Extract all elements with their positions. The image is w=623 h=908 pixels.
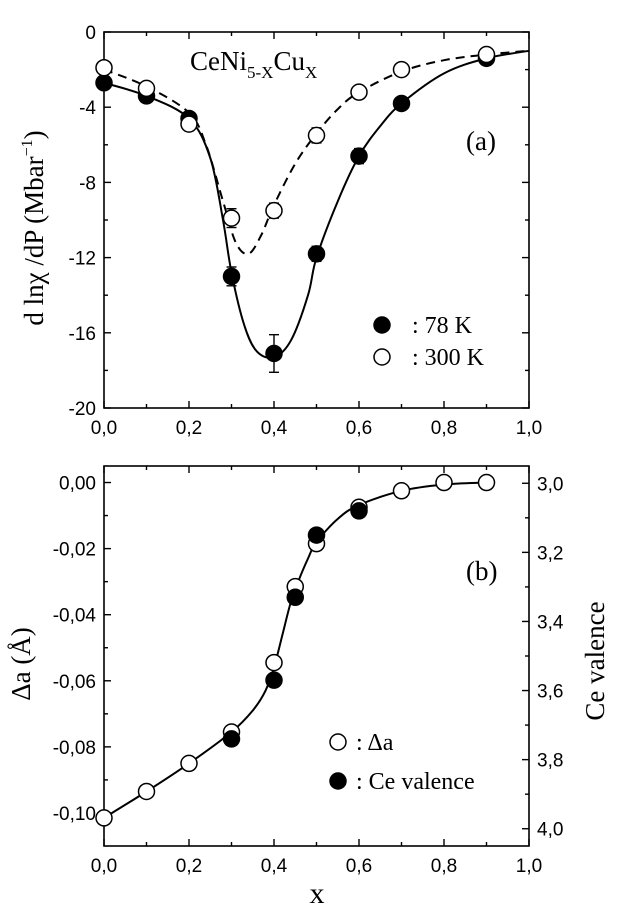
panel-a-y-tick-label: -12 (69, 249, 96, 270)
panel-a-y-tick-label: -4 (79, 98, 96, 119)
data-point-78k (222, 267, 241, 286)
panel-b-legend: : Δa : Ce valence (329, 730, 475, 795)
panel-b-right-y-tick-label: 3,0 (537, 474, 563, 495)
data-point-300k (392, 60, 411, 79)
data-point-delta-a (265, 653, 283, 672)
panel-b-right-y-axis-label: Ce valence (580, 601, 610, 720)
data-point-300k (350, 83, 368, 101)
panel-b-x-tick-label: 1,0 (516, 856, 542, 877)
data-point-300k (477, 45, 496, 64)
panel-a-x-tick-label: 0,2 (176, 418, 202, 439)
data-point-ce-valence (307, 526, 326, 544)
panel-b-right-y-tick-label: 4,0 (537, 820, 563, 841)
fit-curve-delta-a (103, 481, 487, 819)
data-point-ce-valence (350, 502, 368, 520)
panel-a-label: (a) (466, 126, 496, 156)
panel-a-y-tick-label: -16 (69, 324, 96, 345)
panel-b-y-axis-label: Δa (Å) (6, 627, 36, 701)
panel-b-y-ticks: 0,00 -0,02 -0,04 -0,06 -0,08 -0,10 (53, 474, 111, 825)
title-ce-ni: CeNi (190, 46, 247, 76)
data-point-78k (307, 245, 326, 263)
panel-b-y-tick-label: -0,08 (53, 738, 96, 759)
panel-b-y-tick-label: -0,04 (53, 606, 97, 627)
legend-delta-a-label: : Δa (356, 730, 394, 756)
data-point-300k (95, 58, 113, 77)
panel-b-x-tick-label: 0,0 (91, 856, 117, 877)
panel-a-y-tick-label: 0 (85, 23, 96, 44)
panel-b-x-axis-label: x (310, 877, 325, 908)
panel-b-x-tick-label: 0,2 (176, 856, 202, 877)
data-point-300k (180, 115, 198, 133)
data-point-ce-valence (222, 730, 241, 748)
data-point-300k (222, 209, 241, 227)
data-point-78k (350, 147, 368, 165)
ylabel-main: d lnχ /dP (Mbar (19, 156, 49, 325)
panel-a-data-points (95, 45, 496, 373)
title-sub-5x: 5-X (247, 63, 273, 82)
panel-a-x-tick-label: 0,4 (261, 418, 288, 439)
panel-b-right-y-tick-label: 3,6 (537, 682, 563, 703)
data-point-delta-a (477, 473, 496, 492)
panel-b-data-points (95, 473, 496, 827)
panel-b-right-y-tick-label: 3,8 (537, 751, 563, 772)
legend-300k-marker (373, 348, 391, 366)
panel-a-y-axis-label: d lnχ /dP (Mbar−1) (19, 130, 49, 325)
data-point-300k (307, 126, 326, 145)
panel-a-title: CeNi5-XCuX (190, 46, 317, 82)
title-cu: Cu (273, 46, 305, 76)
panel-b-label: (b) (466, 556, 497, 586)
data-point-delta-a (180, 754, 198, 773)
data-point-78k (265, 344, 283, 363)
data-point-300k (137, 79, 156, 98)
data-point-delta-a (392, 482, 411, 500)
panel-b-x-tick-label: 0,8 (431, 856, 457, 877)
panel-b: 0,0 0,2 0,4 0,6 0,8 1,0 0,00 -0,02 -0,04 -0,06 -0… (6, 465, 610, 908)
panel-a-x-tick-label: 0,0 (91, 418, 117, 439)
data-point-delta-a (137, 782, 156, 801)
data-point-delta-a (95, 809, 113, 827)
panel-a-fit-curves (103, 49, 530, 359)
panel-a-y-tick-label: -20 (69, 399, 96, 420)
panel-a-legend: : 78 K : 300 K (373, 313, 485, 371)
ylabel-close: ) (19, 130, 49, 139)
panel-a: 0,0 0,2 0,4 0,6 0,8 1,0 0 -4 -8 -12 -16 -20 CeNi5-… (19, 23, 542, 439)
legend-delta-a-marker (329, 733, 347, 751)
legend-ce-valence-marker (329, 772, 347, 790)
data-point-ce-valence (265, 671, 283, 689)
panel-b-fit-curve (103, 481, 487, 819)
title-sub-x: X (305, 63, 317, 82)
panel-b-right-y-ticks: 3,0 3,2 3,4 3,6 3,8 4,0 (522, 474, 564, 841)
data-point-delta-a (435, 473, 453, 492)
data-point-ce-valence (286, 588, 304, 607)
panel-b-y-tick-label: -0,10 (53, 804, 96, 825)
panel-b-x-ticks: 0,0 0,2 0,4 0,6 0,8 1,0 (91, 466, 542, 877)
panel-b-y-tick-label: -0,06 (53, 672, 96, 693)
panel-a-y-ticks: 0 -4 -8 -12 -16 -20 (69, 23, 529, 420)
panel-b-x-tick-label: 0,6 (346, 856, 372, 877)
panel-b-right-y-tick-label: 3,2 (537, 543, 563, 564)
data-point-78k (392, 94, 411, 113)
legend-78k-label: : 78 K (412, 313, 473, 339)
legend-ce-valence-label: : Ce valence (356, 769, 475, 795)
data-point-78k (95, 74, 113, 92)
legend-78k-marker (373, 316, 391, 334)
panel-a-x-tick-label: 1,0 (516, 418, 542, 439)
panel-a-y-tick-label: -8 (79, 173, 96, 194)
ylabel-superscript: −1 (19, 139, 36, 156)
panel-b-right-y-tick-label: 3,4 (537, 612, 564, 633)
panel-a-x-ticks: 0,0 0,2 0,4 0,6 0,8 1,0 (91, 32, 542, 439)
panel-b-x-tick-label: 0,4 (261, 856, 288, 877)
panel-b-y-tick-label: 0,00 (59, 474, 96, 495)
legend-300k-label: : 300 K (412, 345, 485, 371)
panel-a-x-tick-label: 0,8 (431, 418, 457, 439)
panel-b-y-tick-label: -0,02 (53, 540, 96, 561)
data-point-300k (265, 201, 283, 220)
panel-a-x-tick-label: 0,6 (346, 418, 372, 439)
fit-curve-78k (103, 49, 530, 359)
